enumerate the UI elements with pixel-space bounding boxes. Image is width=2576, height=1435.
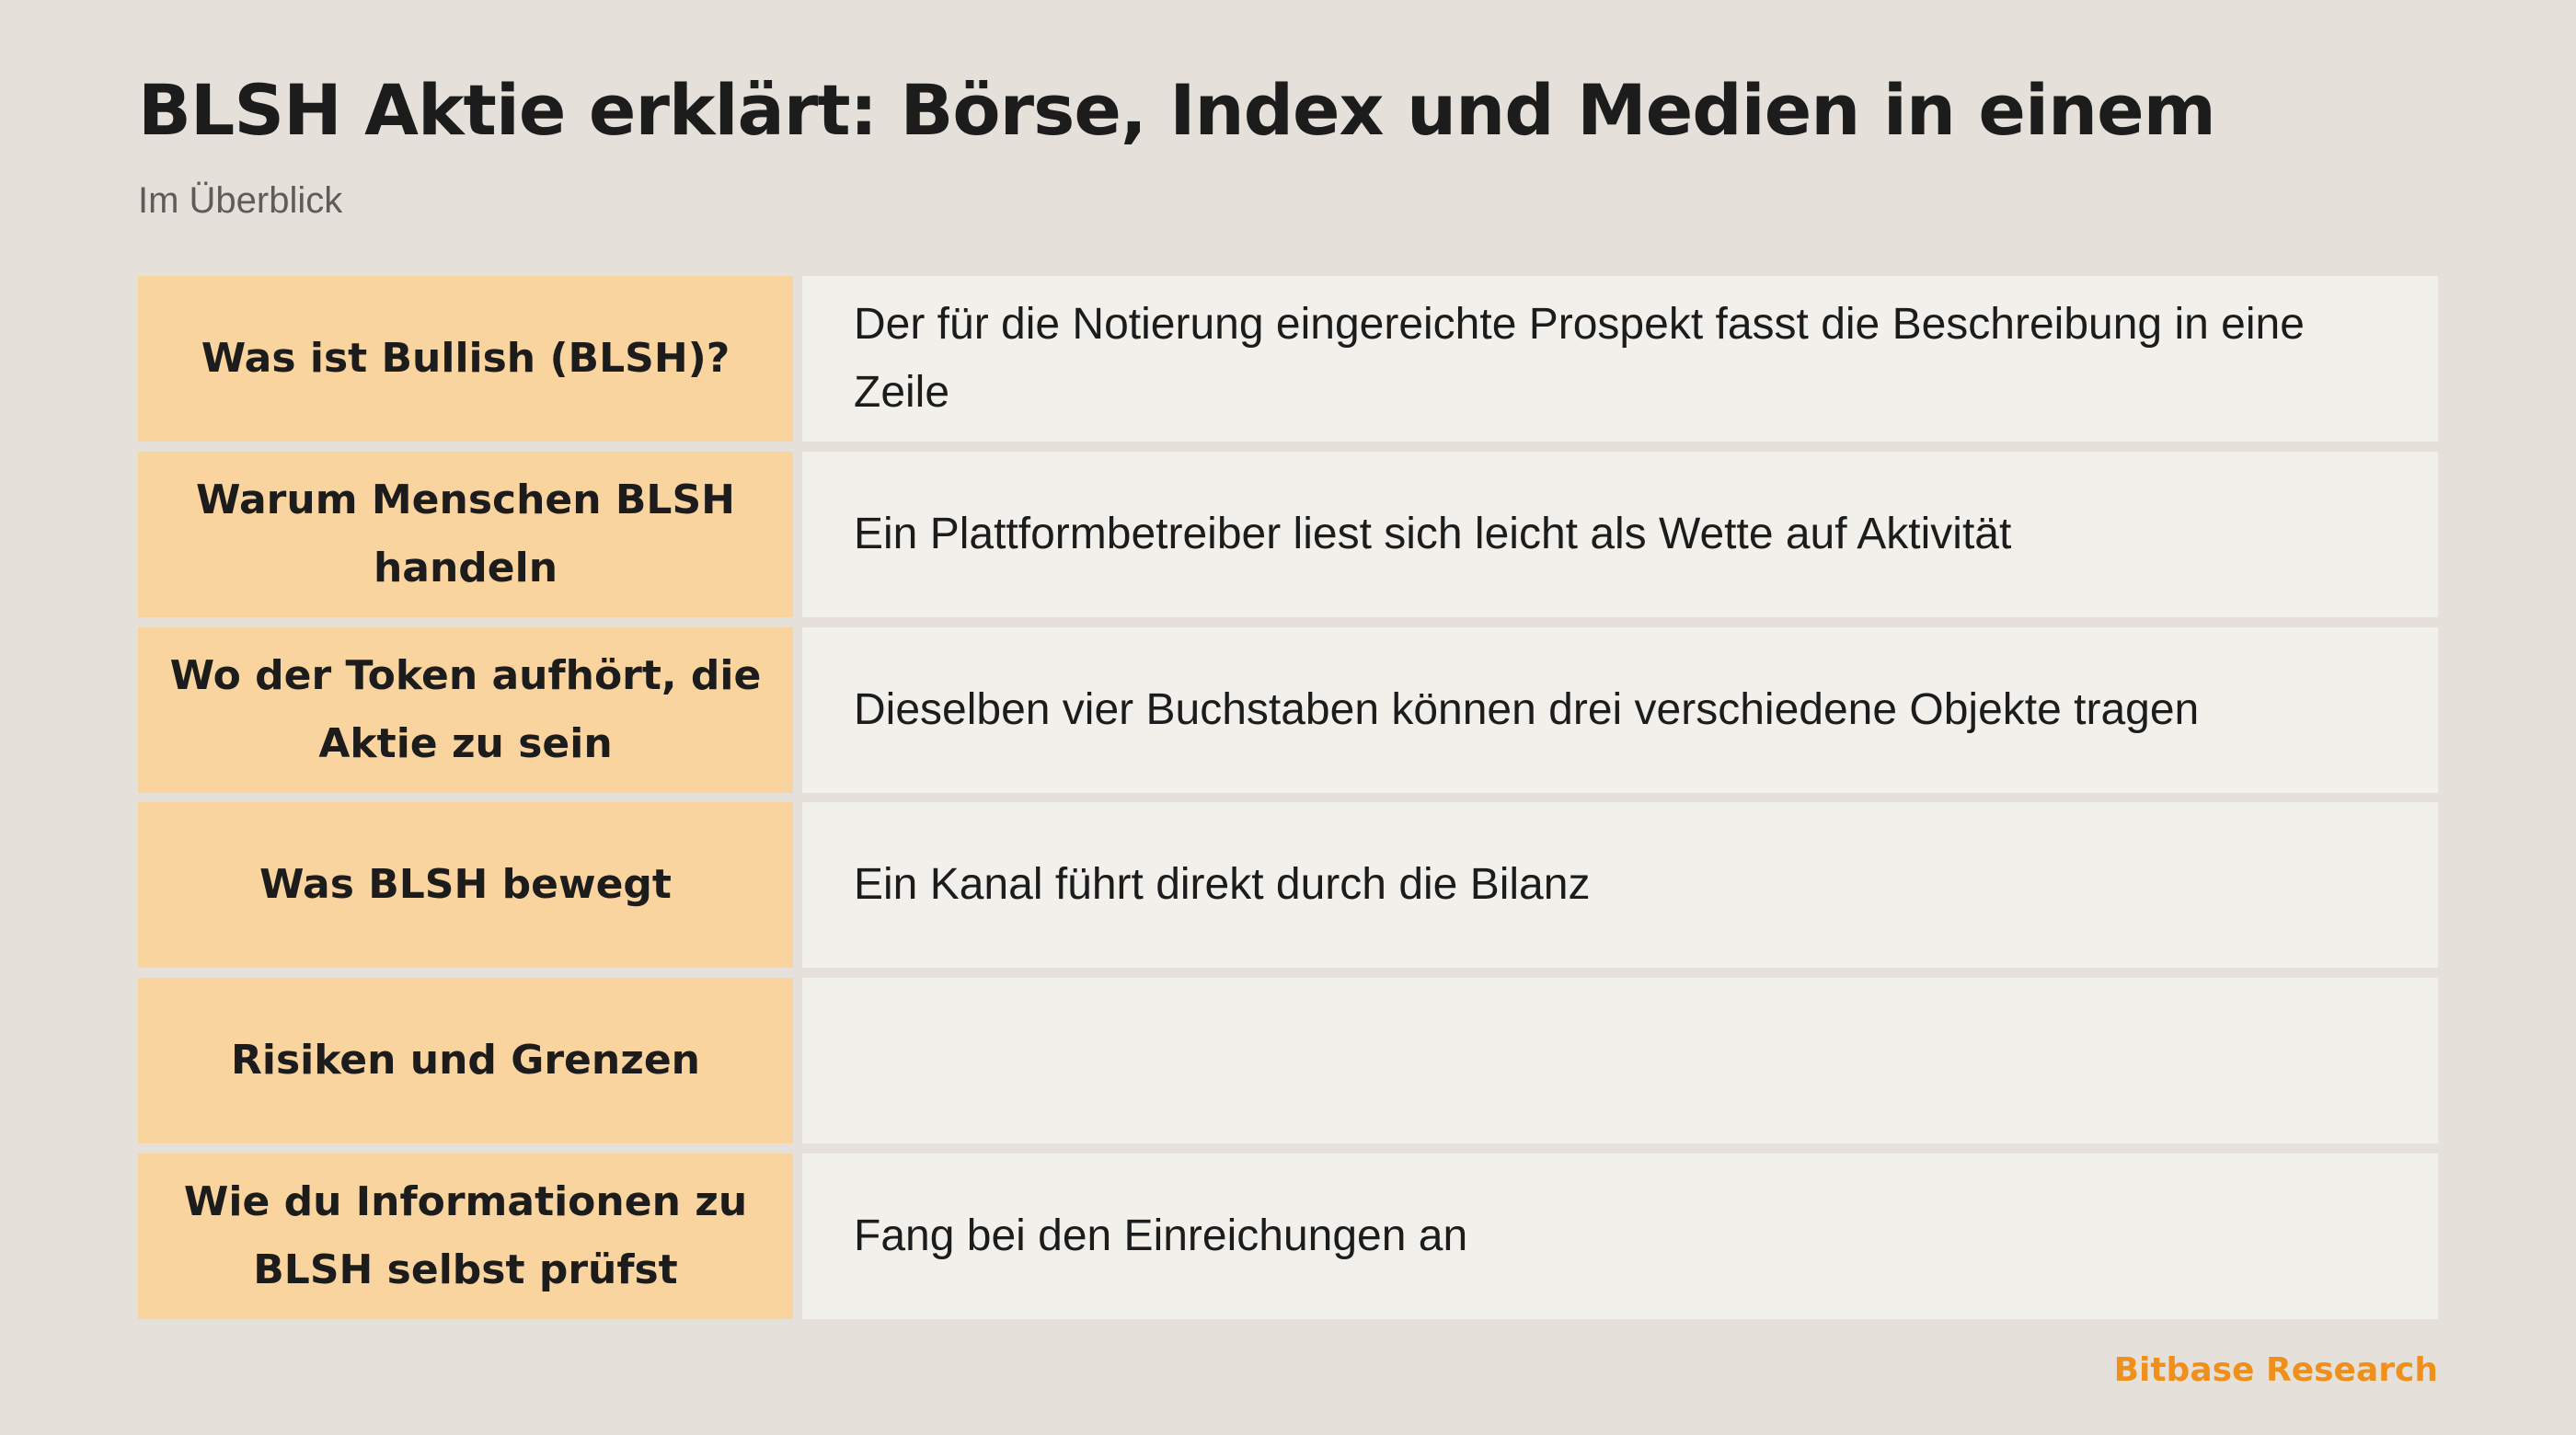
row-label-cell: Risiken und Grenzen [138,978,793,1144]
row-value-cell: Dieselben vier Buchstaben können drei ve… [802,626,2438,793]
table-row: Warum Menschen BLSH handeln Ein Plattfor… [138,451,2438,617]
row-label: Was BLSH bewegt [259,861,672,909]
row-value: Der für die Notierung eingereichte Prosp… [854,300,2305,417]
row-value-cell: Der für die Notierung eingereichte Prosp… [802,276,2438,442]
row-value-cell: Fang bei den Einreichungen an [802,1153,2438,1319]
row-label: Risiken und Grenzen [230,1037,701,1085]
table-row: Was ist Bullish (BLSH)? Der für die Noti… [138,276,2438,442]
row-label-cell: Was BLSH bewegt [138,802,793,969]
overview-table: Was ist Bullish (BLSH)? Der für die Noti… [138,276,2438,1319]
row-value: Ein Plattformbetreiber liest sich leicht… [854,509,2012,558]
table-row: Wo der Token aufhört, die Aktie zu sein … [138,626,2438,793]
row-label-cell: Was ist Bullish (BLSH)? [138,276,793,442]
row-value: Dieselben vier Buchstaben können drei ve… [854,684,2200,734]
row-label: Wie du Informationen zu BLSH selbst prüf… [183,1177,748,1293]
table-row: Was BLSH bewegt Ein Kanal führt direkt d… [138,802,2438,969]
row-value: Ein Kanal führt direkt durch die Bilanz [854,860,1591,910]
row-label-cell: Wie du Informationen zu BLSH selbst prüf… [138,1153,793,1319]
row-label: Warum Menschen BLSH handeln [196,476,735,591]
row-value-cell: Ein Kanal führt direkt durch die Bilanz [802,802,2438,969]
table-row: Wie du Informationen zu BLSH selbst prüf… [138,1153,2438,1319]
row-label: Was ist Bullish (BLSH)? [201,335,730,382]
row-label: Wo der Token aufhört, die Aktie zu sein [169,651,762,767]
row-value-cell [802,978,2438,1144]
page-subtitle: Im Überblick [138,180,343,221]
row-value-cell: Ein Plattformbetreiber liest sich leicht… [802,451,2438,617]
brand-label: Bitbase Research [2113,1351,2438,1389]
row-value: Fang bei den Einreichungen an [854,1211,1468,1260]
row-label-cell: Warum Menschen BLSH handeln [138,451,793,617]
page-title: BLSH Aktie erklärt: Börse, Index und Med… [138,69,2216,151]
row-label-cell: Wo der Token aufhört, die Aktie zu sein [138,626,793,793]
table-row: Risiken und Grenzen [138,978,2438,1144]
